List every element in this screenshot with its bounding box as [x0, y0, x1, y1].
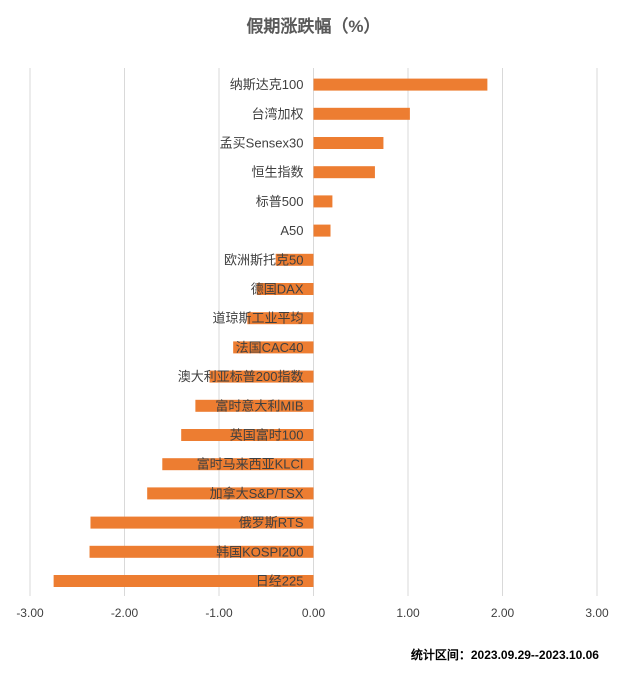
- bar: [162, 458, 314, 471]
- category-label: 道琼斯工业平均: [212, 311, 303, 326]
- category-label: A50: [280, 223, 303, 238]
- category-label: 法国CAC40: [236, 340, 304, 355]
- x-tick-label: -3.00: [16, 606, 44, 620]
- bar: [313, 224, 331, 237]
- category-label: 俄罗斯RTS: [239, 515, 304, 530]
- bar: [209, 370, 314, 383]
- category-label: 加拿大S&P/TSX: [210, 486, 304, 501]
- bar: [247, 312, 314, 325]
- category-label: 韩国KOSPI200: [216, 544, 303, 559]
- x-tick-label: -2.00: [111, 606, 139, 620]
- bar: [53, 575, 314, 587]
- category-label: 孟买Sensex30: [220, 136, 304, 151]
- bar: [147, 487, 314, 500]
- x-tick-label: 3.00: [585, 606, 609, 620]
- bar: [313, 195, 333, 208]
- category-label: 台湾加权: [251, 106, 303, 121]
- x-tick-label: 0.00: [302, 606, 326, 620]
- bar: [275, 253, 314, 266]
- category-label: 德国DAX: [251, 282, 304, 297]
- x-tick-label: -1.00: [205, 606, 233, 620]
- x-tick-label: 2.00: [491, 606, 515, 620]
- category-label: 日经225: [256, 574, 304, 589]
- x-tick-label: 1.00: [396, 606, 420, 620]
- footnote: 统计区间：2023.09.29--2023.10.06: [410, 648, 599, 662]
- bar: [256, 283, 314, 295]
- category-label: 欧洲斯托克50: [224, 252, 303, 267]
- bar: [89, 545, 314, 558]
- category-label: 英国富时100: [230, 428, 304, 443]
- category-label: 纳斯达克100: [230, 77, 304, 92]
- bar: [90, 516, 314, 529]
- category-label: 标普500: [256, 194, 304, 209]
- bar: [313, 78, 488, 91]
- bar: [233, 341, 314, 354]
- chart-title: 假期涨跌幅（%）: [246, 17, 381, 36]
- category-label: 澳大利亚标普200指数: [178, 369, 304, 384]
- category-label: 富时意大利MIB: [215, 398, 303, 413]
- bar: [313, 107, 410, 120]
- category-label: 恒生指数: [251, 165, 303, 180]
- bar: [181, 429, 314, 441]
- bar: [313, 137, 384, 149]
- category-label: 富时马来西亚KLCI: [197, 457, 304, 472]
- bar: [313, 166, 375, 179]
- bar: [195, 399, 314, 412]
